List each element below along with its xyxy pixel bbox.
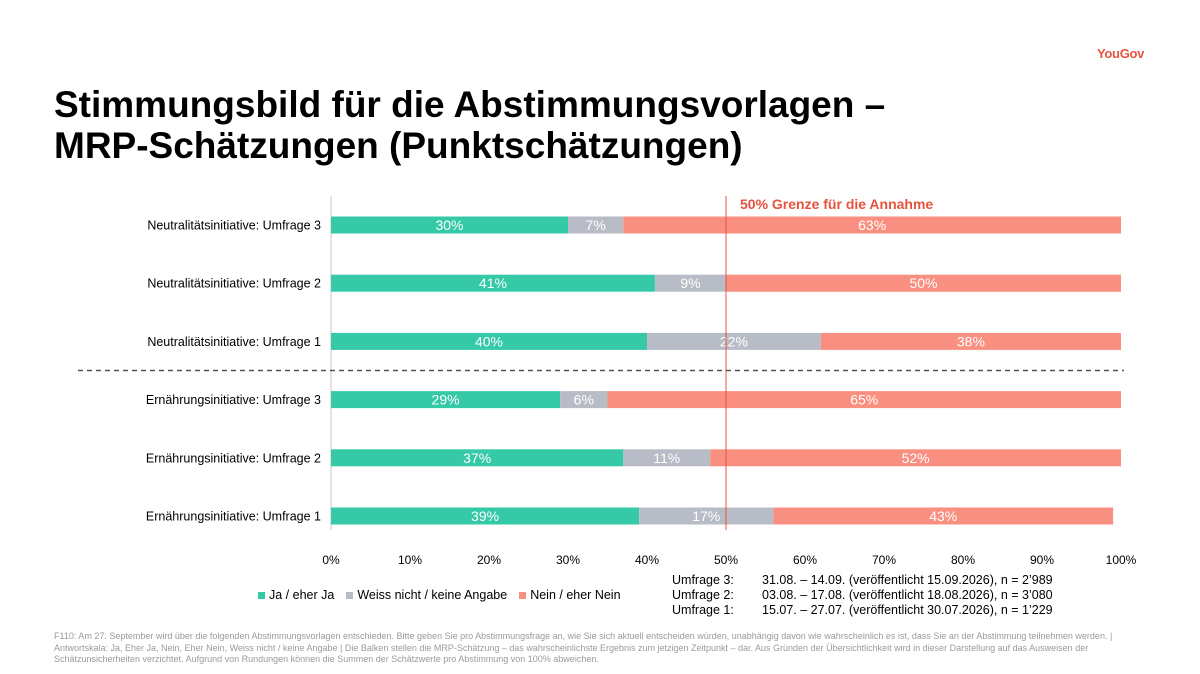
legend-label: Nein / eher Nein — [530, 588, 621, 602]
bar-segment — [773, 507, 1114, 525]
bar-segment — [647, 332, 821, 350]
legend-item: Nein / eher Nein — [519, 588, 621, 602]
data-label: 38% — [957, 333, 985, 349]
data-label: 29% — [432, 392, 460, 408]
bar-segment — [726, 274, 1121, 292]
row-label: Neutralitätsinitiative: Umfrage 1 — [147, 335, 321, 349]
x-tick-label: 10% — [398, 553, 422, 567]
bar-segment — [710, 449, 1121, 467]
data-label: 43% — [929, 508, 957, 524]
x-tick-label: 90% — [1030, 553, 1054, 567]
survey-details: 03.08. – 17.08. (veröffentlicht 18.08.20… — [762, 588, 1053, 602]
x-tick-label: 20% — [477, 553, 501, 567]
row-label: Neutralitätsinitiative: Umfrage 2 — [147, 277, 321, 291]
bar-segment — [639, 507, 774, 525]
data-label: 52% — [902, 450, 930, 466]
survey-details: 15.07. – 27.07. (veröffentlicht 30.07.20… — [762, 603, 1053, 617]
survey-row: Umfrage 2: 03.08. – 17.08. (veröffentlich… — [672, 588, 1053, 603]
bar-segment — [331, 332, 647, 350]
legend-label: Ja / eher Ja — [269, 588, 335, 602]
bar-segment — [607, 391, 1121, 409]
survey-name: Umfrage 3: — [672, 573, 734, 587]
data-label: 6% — [574, 392, 594, 408]
survey-details: 31.08. – 14.09. (veröffentlicht 15.09.20… — [762, 573, 1053, 587]
survey-info: Umfrage 3: 31.08. – 14.09. (veröffentlich… — [672, 573, 1053, 618]
data-label: 50% — [909, 275, 937, 291]
footnote: F110: Am 27. September wird über die fol… — [54, 631, 1113, 664]
data-label: 9% — [680, 275, 700, 291]
legend-item: Ja / eher Ja — [258, 588, 334, 602]
x-tick-label: 30% — [556, 553, 580, 567]
row-label: Ernährungsinitiative: Umfrage 2 — [146, 451, 321, 465]
bar-segment — [623, 216, 1121, 234]
survey-row: Umfrage 1: 15.07. – 27.07. (veröffentlich… — [672, 603, 1053, 618]
survey-row: Umfrage 3: 31.08. – 14.09. (veröffentlich… — [672, 573, 1053, 588]
x-tick-label: 40% — [635, 553, 659, 567]
row-label: Ernährungsinitiative: Umfrage 3 — [146, 393, 321, 407]
bar-segment — [654, 274, 726, 292]
data-label: 11% — [653, 450, 680, 466]
data-label: 39% — [471, 508, 499, 524]
bar-segment — [623, 449, 711, 467]
data-label: 41% — [479, 275, 507, 291]
row-label: Ernährungsinitiative: Umfrage 1 — [146, 510, 321, 524]
bar-segment — [331, 449, 624, 467]
x-tick-label: 60% — [793, 553, 817, 567]
data-label: 65% — [850, 392, 878, 408]
bar-segment — [331, 507, 640, 525]
data-label: 63% — [858, 217, 886, 233]
x-tick-label: 70% — [872, 553, 896, 567]
bar-segment — [331, 274, 655, 292]
data-label: 30% — [435, 217, 463, 233]
survey-name: Umfrage 2: — [672, 588, 734, 602]
data-label: 7% — [586, 217, 606, 233]
legend-swatch — [258, 591, 265, 599]
title-line-2: MRP-Schätzungen (Punktschätzungen) — [54, 125, 743, 166]
stacked-bar-chart: Neutralitätsinitiative: Umfrage 3 30% 7% 63… — [78, 196, 1137, 567]
bar-segment — [560, 391, 608, 409]
x-tick-label: 100% — [1106, 553, 1137, 567]
x-tick-label: 80% — [951, 553, 975, 567]
data-label: 40% — [475, 333, 503, 349]
reference-line-label: 50% Grenze für die Annahme — [740, 196, 933, 212]
chart-legend: Ja / eher Ja Weiss nicht / keine Angabe Ne… — [258, 588, 621, 602]
data-label: 17% — [692, 508, 720, 524]
row-label: Neutralitätsinitiative: Umfrage 3 — [147, 219, 321, 233]
page-title: Stimmungsbild für die Abstimmungsvorlage… — [54, 84, 1154, 166]
legend-label: Weiss nicht / keine Angabe — [357, 588, 508, 602]
bar-segment — [331, 216, 568, 234]
title-line-1: Stimmungsbild für die Abstimmungsvorlage… — [54, 84, 886, 125]
bar-segment — [331, 391, 561, 409]
data-label: 22% — [720, 333, 748, 349]
survey-name: Umfrage 1: — [672, 603, 734, 617]
yougov-logo: YouGov — [1097, 46, 1145, 61]
x-tick-label: 0% — [322, 553, 340, 567]
legend-swatch — [346, 591, 354, 599]
legend-swatch — [519, 591, 527, 599]
data-label: 37% — [463, 450, 491, 466]
legend-item: Weiss nicht / keine Angabe — [346, 588, 507, 602]
bar-segment — [820, 332, 1121, 350]
bar-segment — [568, 216, 624, 234]
x-tick-label: 50% — [714, 553, 738, 567]
